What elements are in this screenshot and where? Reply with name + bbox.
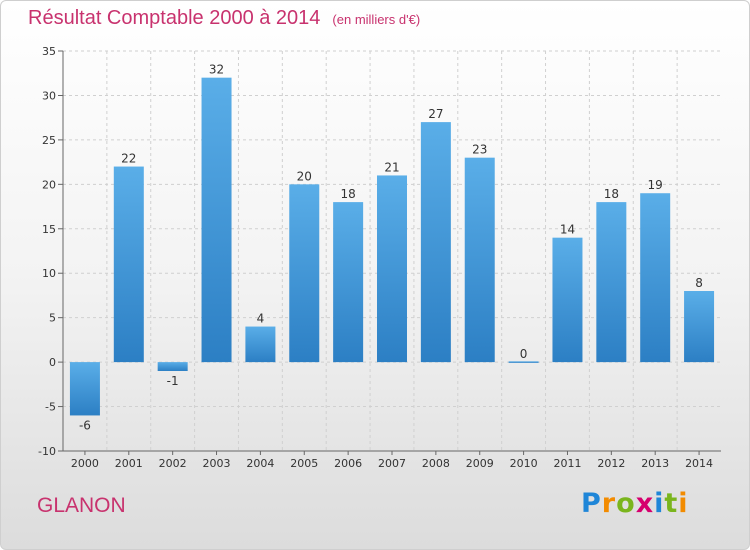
y-tick-label: -5 <box>45 401 56 414</box>
data-label-2005: 20 <box>297 169 312 183</box>
bar-2005 <box>289 184 320 363</box>
y-tick-label: -10 <box>38 445 56 458</box>
x-tick-label: 2013 <box>641 457 669 470</box>
x-tick-label: 2012 <box>597 457 625 470</box>
logo-letter: P <box>581 488 602 519</box>
y-tick-label: 35 <box>42 45 56 58</box>
bar-2003 <box>201 77 232 363</box>
x-tick-label: 2010 <box>510 457 538 470</box>
data-label-2002: -1 <box>167 374 179 388</box>
bar-2007 <box>377 175 407 363</box>
logo-letter: t <box>664 488 679 519</box>
y-tick-label: 30 <box>42 89 56 102</box>
logo-letter: i <box>654 488 665 519</box>
bar-2014 <box>684 291 715 363</box>
x-tick-label: 2000 <box>71 457 99 470</box>
data-label-2000: -6 <box>79 418 91 432</box>
logo-letter: r <box>601 488 617 519</box>
logo-letter: o <box>616 488 636 519</box>
data-label-2001: 22 <box>121 152 136 166</box>
bar-2000 <box>69 362 100 416</box>
data-label-2011: 14 <box>560 223 575 237</box>
x-tick-label: 2005 <box>290 457 318 470</box>
x-tick-label: 2009 <box>466 457 494 470</box>
y-tick-label: 0 <box>49 356 56 369</box>
bar-2012 <box>596 202 627 363</box>
bar-2002 <box>157 362 188 371</box>
logo-letter: i <box>678 488 689 519</box>
label-layer: -6 22 -1 32 4 20 18 21 27 23 0 14 18 19 8 <box>79 63 703 433</box>
x-tick-label: 2004 <box>246 457 274 470</box>
data-label-2004: 4 <box>257 312 265 326</box>
data-label-2014: 8 <box>695 276 703 290</box>
x-tick-label: 2001 <box>115 457 143 470</box>
y-tick-label: 20 <box>42 178 56 191</box>
title-row: Résultat Comptable 2000 à 2014 (en milli… <box>28 7 420 30</box>
commune-name: GLANON <box>37 494 126 517</box>
bar-2004 <box>245 326 276 363</box>
x-tick-label: 2011 <box>553 457 581 470</box>
data-label-2007: 21 <box>384 160 399 174</box>
chart-title: Résultat Comptable 2000 à 2014 <box>28 7 321 29</box>
bar-2008 <box>420 122 451 363</box>
proxiti-logo: Proxiti <box>581 488 689 519</box>
data-label-2013: 19 <box>648 178 663 192</box>
x-tick-label: 2006 <box>334 457 362 470</box>
chart-subtitle: (en milliers d'€) <box>332 12 421 27</box>
logo-letter: x <box>635 488 655 519</box>
bar-layer <box>69 77 715 416</box>
bar-2009 <box>464 157 495 363</box>
bar-2013 <box>640 193 671 363</box>
y-tick-label: 25 <box>42 134 56 147</box>
y-tick-label: 10 <box>42 267 56 280</box>
bar-2011 <box>552 237 583 363</box>
data-label-2009: 23 <box>472 143 487 157</box>
data-label-2003: 32 <box>209 63 224 77</box>
x-tick-label: 2007 <box>378 457 406 470</box>
x-tick-label: 2008 <box>422 457 450 470</box>
x-tick-label: 2014 <box>685 457 713 470</box>
data-label-2006: 18 <box>340 187 355 201</box>
bar-2006 <box>333 202 364 363</box>
x-tick-label: 2003 <box>203 457 231 470</box>
bar-2010 <box>508 361 539 363</box>
data-label-2008: 27 <box>428 107 443 121</box>
data-label-2012: 18 <box>604 187 619 201</box>
y-tick-label: 15 <box>42 223 56 236</box>
x-tick-label: 2002 <box>159 457 187 470</box>
bar-2001 <box>113 166 144 363</box>
data-label-2010: 0 <box>520 347 528 361</box>
y-tick-label: 5 <box>49 312 56 325</box>
